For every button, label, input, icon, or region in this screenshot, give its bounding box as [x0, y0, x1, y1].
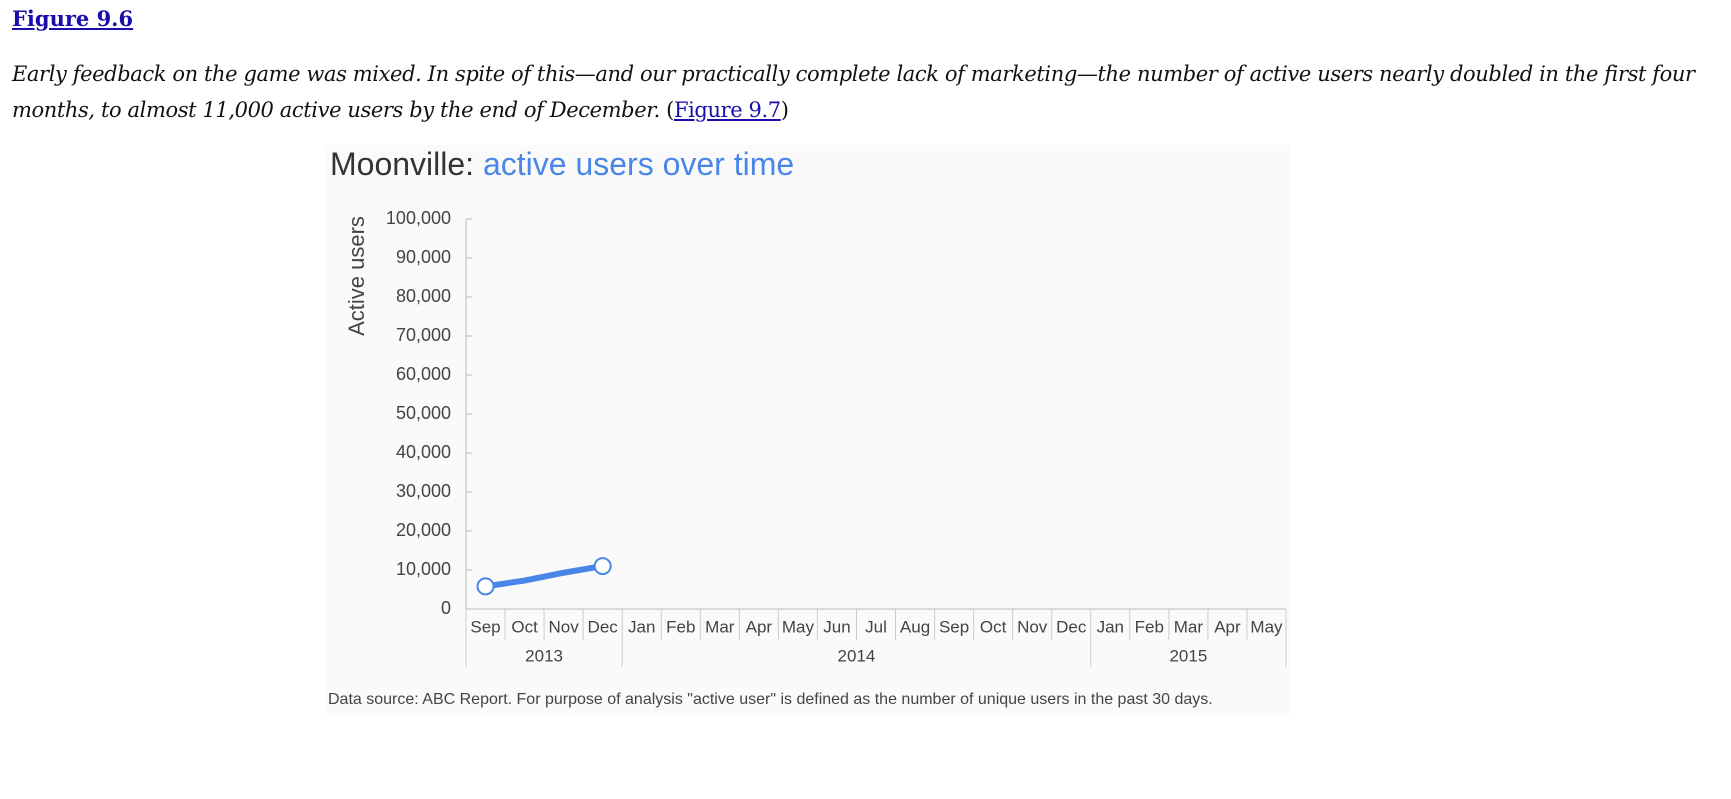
- y-tick-label: 10,000: [396, 559, 451, 579]
- point-marker: [476, 577, 495, 596]
- x-tick-label: May: [782, 617, 815, 636]
- y-axis-label: Active users: [344, 216, 369, 336]
- year-label: 2014: [838, 646, 876, 665]
- x-tick-label: Mar: [705, 617, 735, 636]
- x-tick-label: Apr: [746, 617, 773, 636]
- footnote: Data source: ABC Report. For purpose of …: [328, 691, 1213, 708]
- y-tick-label: 0: [441, 598, 451, 618]
- subtitle: active users over time: [483, 146, 794, 182]
- x-tick-label: Oct: [511, 617, 538, 636]
- x-tick-label: Oct: [980, 617, 1007, 636]
- line: [482, 563, 606, 590]
- figure-link[interactable]: Figure 9.6: [12, 6, 134, 31]
- chart-background: [325, 145, 1290, 715]
- x-tick-label: Jan: [628, 617, 655, 636]
- y-tick-label: 80,000: [396, 286, 451, 306]
- x-tick-label: Apr: [1214, 617, 1241, 636]
- y-tick-label: 40,000: [396, 442, 451, 462]
- x-tick-label: May: [1250, 617, 1283, 636]
- year-label: 2015: [1169, 646, 1207, 665]
- x-tick-label: Aug: [900, 617, 930, 636]
- paren: (: [666, 98, 674, 122]
- y-tick-label: 90,000: [396, 247, 451, 267]
- x-tick-label: Dec: [588, 617, 619, 636]
- paragraph-text: Early feedback on the game was mixed. In…: [12, 62, 1695, 122]
- chart: Moonville: active users over time Active…: [325, 145, 1290, 715]
- paren: ): [780, 98, 789, 122]
- y-tick-label: 30,000: [396, 481, 451, 501]
- y-tick-label: 70,000: [396, 325, 451, 345]
- y-tick-label: 50,000: [396, 403, 451, 423]
- point-marker: [593, 557, 612, 576]
- chart-title: Moonville: active users over time: [330, 146, 794, 182]
- x-tick-label: Feb: [666, 617, 695, 636]
- y-tick-label: 20,000: [396, 520, 451, 540]
- x-tick-label: Feb: [1135, 617, 1164, 636]
- figure-ref-link[interactable]: Figure 9.7: [673, 98, 781, 122]
- x-tick-label: Jan: [1097, 617, 1124, 636]
- y-tick-label: 100,000: [386, 208, 451, 228]
- x-tick-label: Jul: [865, 617, 887, 636]
- x-tick-label: Jun: [823, 617, 850, 636]
- y-tick-label: 60,000: [396, 364, 451, 384]
- year-label: 2013: [525, 646, 563, 665]
- x-tick-label: Nov: [1017, 617, 1048, 636]
- x-tick-label: Dec: [1056, 617, 1087, 636]
- x-tick-label: Sep: [939, 617, 969, 636]
- x-tick-label: Nov: [549, 617, 580, 636]
- paragraph: Early feedback on the game was mixed. In…: [12, 56, 1728, 128]
- x-tick-label: Sep: [470, 617, 500, 636]
- title: Moonville:: [330, 146, 474, 182]
- x-tick-label: Mar: [1174, 617, 1204, 636]
